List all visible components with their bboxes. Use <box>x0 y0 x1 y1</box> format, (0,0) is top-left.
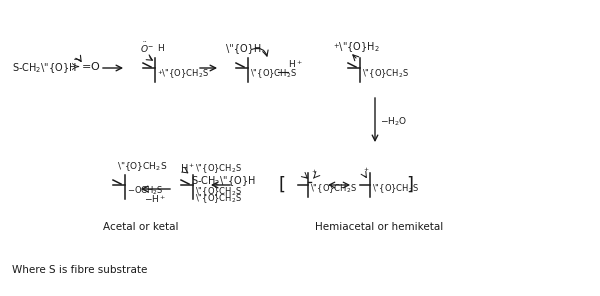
Text: \"{O}CH$_2$S: \"{O}CH$_2$S <box>195 186 242 198</box>
Text: $\overset{+}{}$: $\overset{+}{}$ <box>188 160 194 170</box>
Text: \"{O}CH$_2$S: \"{O}CH$_2$S <box>372 183 419 195</box>
Text: \"{O}CH$_2$S: \"{O}CH$_2$S <box>362 67 409 81</box>
Text: \"{O}CH$_2$S: \"{O}CH$_2$S <box>117 161 167 173</box>
Text: Acetal or ketal: Acetal or ketal <box>103 222 179 232</box>
Text: \"{O}CH$_2$S: \"{O}CH$_2$S <box>250 67 297 81</box>
Text: $-$OCH$_2$S: $-$OCH$_2$S <box>127 185 164 197</box>
Text: $\overset{+}{}$\"{O}H$_2$: $\overset{+}{}$\"{O}H$_2$ <box>333 40 379 54</box>
Text: \"{O}CH$_2$S: \"{O}CH$_2$S <box>195 163 242 175</box>
Text: \"{O}CH$_2$S: \"{O}CH$_2$S <box>310 183 357 195</box>
Text: $-$H$^+$: $-$H$^+$ <box>144 193 166 205</box>
Text: Where S is fibre substrate: Where S is fibre substrate <box>12 265 148 275</box>
Text: \"{O}CH$_2$S: \"{O}CH$_2$S <box>195 193 242 205</box>
Text: H: H <box>158 44 164 52</box>
Text: S-CH$_2$\"{O}H: S-CH$_2$\"{O}H <box>12 61 77 75</box>
Text: H$^+$: H$^+$ <box>288 58 302 70</box>
Text: $\overset{+}{}$\"{O}CH$_2$S: $\overset{+}{}$\"{O}CH$_2$S <box>157 67 209 81</box>
Text: \"{O}H: \"{O}H <box>226 43 262 53</box>
Text: Hemiacetal or hemiketal: Hemiacetal or hemiketal <box>315 222 443 232</box>
Text: [: [ <box>279 176 286 194</box>
Text: $-$H$_2$O: $-$H$_2$O <box>380 116 407 128</box>
Text: $^+$: $^+$ <box>310 168 317 178</box>
Text: H: H <box>181 164 188 174</box>
Text: $\ddot{O}^{-}$: $\ddot{O}^{-}$ <box>140 41 154 55</box>
Text: S-CH$_2$\"{O}H: S-CH$_2$\"{O}H <box>191 174 256 188</box>
Text: ]: ] <box>406 176 413 194</box>
Text: $^+$: $^+$ <box>362 166 370 176</box>
Text: $\succ$=O: $\succ$=O <box>68 60 101 72</box>
